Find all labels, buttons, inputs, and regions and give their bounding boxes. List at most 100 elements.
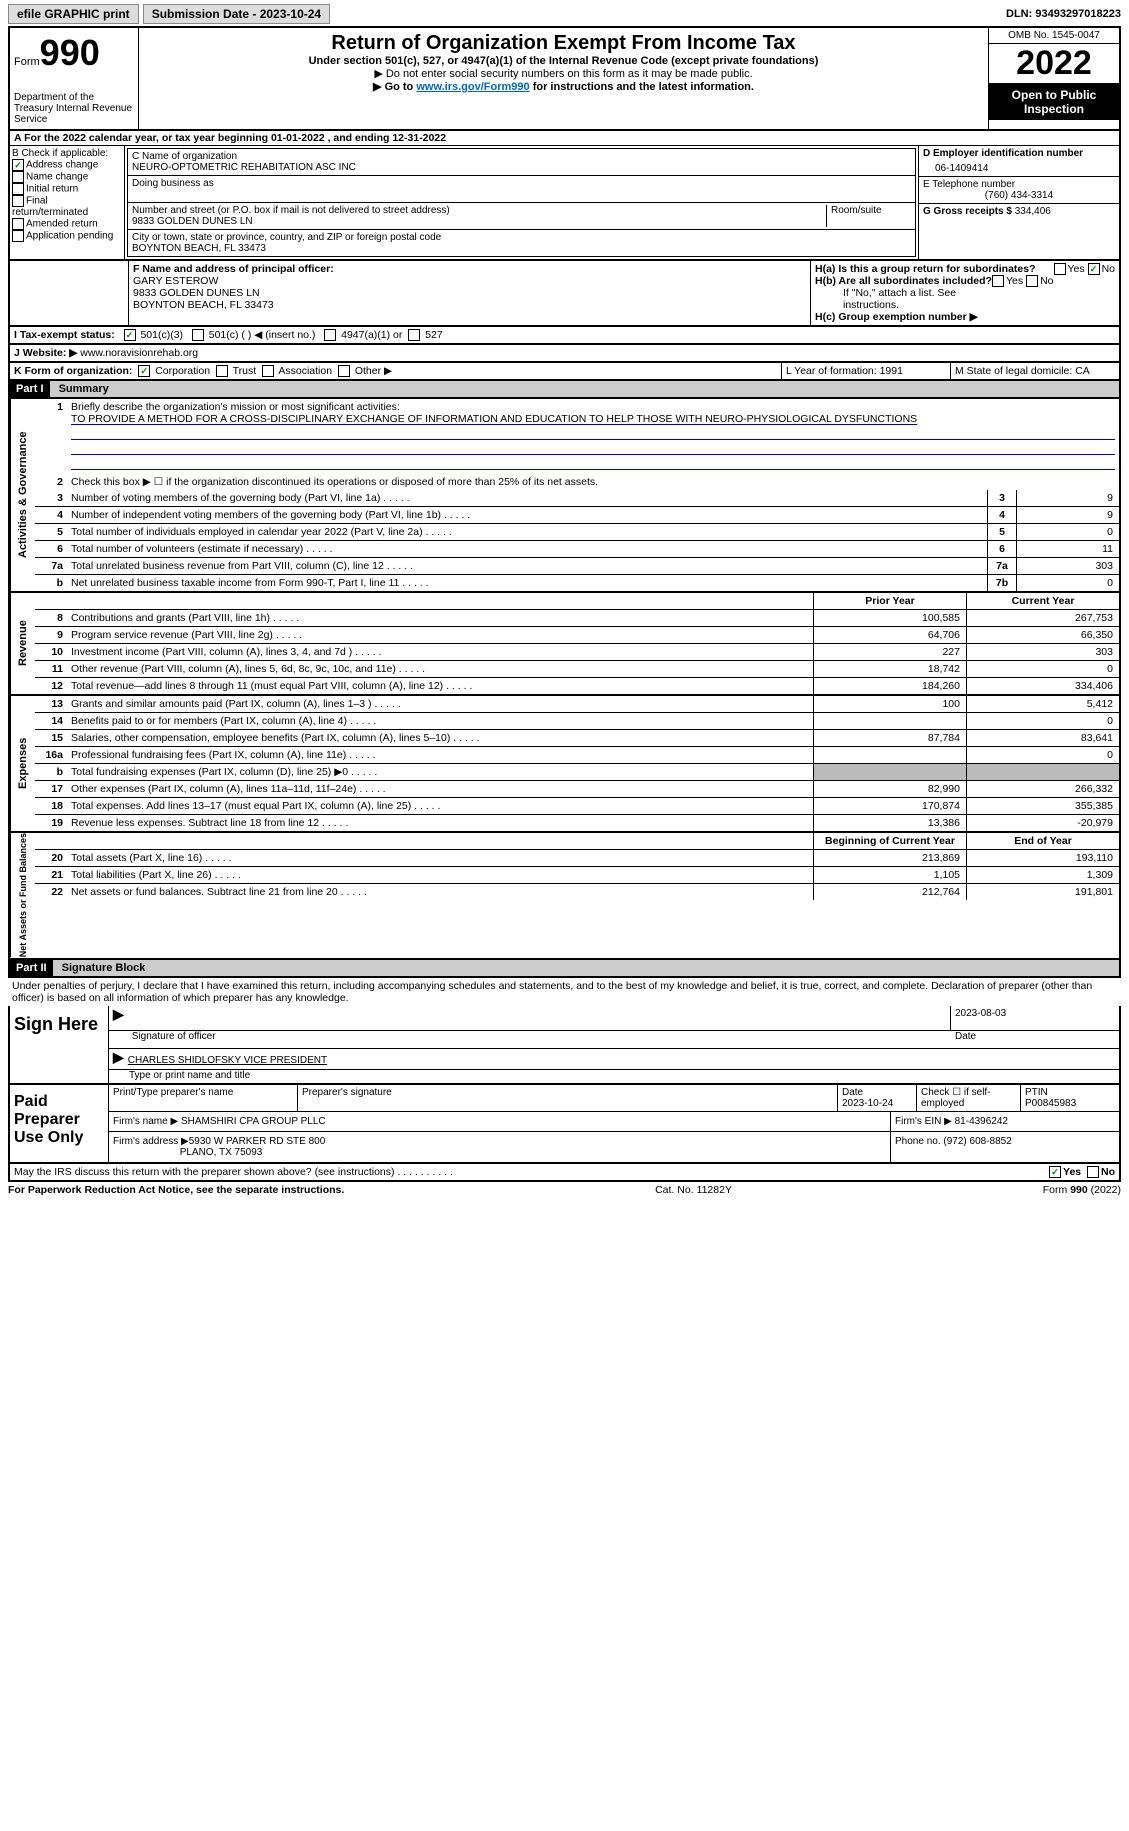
table-row: 17 Other expenses (Part IX, column (A), …: [35, 781, 1119, 798]
mission-text: TO PROVIDE A METHOD FOR A CROSS-DISCIPLI…: [71, 413, 917, 425]
form-word: Form: [14, 56, 40, 68]
year-formation: L Year of formation: 1991: [781, 363, 950, 379]
sig-officer-label: Signature of officer: [128, 1031, 951, 1048]
sub3-pre: ▶ Go to: [373, 81, 416, 93]
initial-return-checkbox[interactable]: [12, 183, 24, 195]
table-row: 6 Total number of volunteers (estimate i…: [35, 541, 1119, 558]
end-header: End of Year: [966, 833, 1119, 849]
ein-value: 06-1409414: [923, 159, 1115, 174]
table-row: 14 Benefits paid to or for members (Part…: [35, 713, 1119, 730]
phone-label: E Telephone number: [923, 179, 1115, 190]
row-j: J Website: ▶ www.noravisionrehab.org: [8, 345, 1121, 363]
paid-preparer-section: Paid Preparer Use Only Print/Type prepar…: [8, 1085, 1121, 1164]
h-note: If "No," attach a list. See instructions…: [815, 287, 1115, 311]
table-row: 3 Number of voting members of the govern…: [35, 490, 1119, 507]
omb-number: OMB No. 1545-0047: [989, 28, 1119, 44]
hb-yes-checkbox[interactable]: [992, 275, 1004, 287]
discuss-no-checkbox[interactable]: [1087, 1166, 1099, 1178]
ein-label: D Employer identification number: [923, 148, 1083, 159]
501c-checkbox[interactable]: [192, 329, 204, 341]
hc-label: H(c) Group exemption number ▶: [815, 311, 978, 323]
ha-yes-checkbox[interactable]: [1054, 263, 1066, 275]
501c3-checkbox[interactable]: [124, 329, 136, 341]
prior-year-header: Prior Year: [813, 593, 966, 609]
top-bar: efile GRAPHIC print Submission Date - 20…: [8, 4, 1121, 28]
beginning-header: Beginning of Current Year: [813, 833, 966, 849]
part-2-header: Part II Signature Block: [8, 960, 1121, 978]
table-row: 9 Program service revenue (Part VIII, li…: [35, 627, 1119, 644]
discuss-yes-checkbox[interactable]: [1049, 1166, 1061, 1178]
firm-addr1: 5930 W PARKER RD STE 800: [189, 1136, 326, 1147]
dln-label: DLN: 93493297018223: [1006, 8, 1121, 20]
revenue-table: Revenue Prior Year Current Year 8 Contri…: [8, 593, 1121, 696]
discuss-row: May the IRS discuss this return with the…: [8, 1164, 1121, 1182]
pending-checkbox[interactable]: [12, 230, 24, 242]
footer-right: Form 990 (2022): [1043, 1184, 1121, 1196]
officer-name: GARY ESTEROW: [133, 275, 218, 287]
arrow-icon: ▶: [109, 1049, 128, 1069]
self-employed-label: Check ☐ if self-employed: [917, 1085, 1021, 1111]
table-row: 7a Total unrelated business revenue from…: [35, 558, 1119, 575]
table-row: 8 Contributions and grants (Part VIII, l…: [35, 610, 1119, 627]
ha-no-checkbox[interactable]: [1088, 263, 1100, 275]
street-value: 9833 GOLDEN DUNES LN: [132, 216, 826, 227]
row-a-period: A For the 2022 calendar year, or tax yea…: [8, 131, 1121, 146]
trust-checkbox[interactable]: [216, 365, 228, 377]
assoc-checkbox[interactable]: [262, 365, 274, 377]
table-row: 21 Total liabilities (Part X, line 26) 1…: [35, 867, 1119, 884]
final-return-checkbox[interactable]: [12, 195, 24, 207]
efile-button[interactable]: efile GRAPHIC print: [8, 4, 139, 24]
form-title: Return of Organization Exempt From Incom…: [143, 32, 984, 55]
firm-name: SHAMSHIRI CPA GROUP PLLC: [181, 1116, 326, 1127]
firm-ein: 81-4396242: [955, 1116, 1008, 1127]
current-year-header: Current Year: [966, 593, 1119, 609]
4947-checkbox[interactable]: [324, 329, 336, 341]
section-b-g: B Check if applicable: Address change Na…: [8, 146, 1121, 261]
firm-addr2: PLANO, TX 75093: [180, 1147, 263, 1158]
other-checkbox[interactable]: [338, 365, 350, 377]
table-row: 15 Salaries, other compensation, employe…: [35, 730, 1119, 747]
row-i: I Tax-exempt status: 501(c)(3) 501(c) ( …: [8, 327, 1121, 345]
table-row: 22 Net assets or fund balances. Subtract…: [35, 884, 1119, 900]
city-value: BOYNTON BEACH, FL 33473: [132, 243, 911, 254]
preparer-name-label: Print/Type preparer's name: [109, 1085, 298, 1111]
f-label: F Name and address of principal officer:: [133, 263, 334, 275]
table-row: 5 Total number of individuals employed i…: [35, 524, 1119, 541]
net-side-label: Net Assets or Fund Balances: [10, 833, 35, 957]
table-row: 19 Revenue less expenses. Subtract line …: [35, 815, 1119, 831]
officer-signed-name: CHARLES SHIDLOFSKY VICE PRESIDENT: [128, 1049, 1119, 1069]
dba-label: Doing business as: [132, 178, 911, 189]
dept-label: Department of the Treasury Internal Reve…: [14, 92, 134, 125]
officer-addr2: BOYNTON BEACH, FL 33473: [133, 299, 274, 311]
subtitle-1: Under section 501(c), 527, or 4947(a)(1)…: [143, 55, 984, 67]
part-1-header: Part I Summary: [8, 381, 1121, 399]
table-row: b Total fundraising expenses (Part IX, c…: [35, 764, 1119, 781]
form-header: Form990 Department of the Treasury Inter…: [8, 28, 1121, 131]
submission-button[interactable]: Submission Date - 2023-10-24: [143, 4, 330, 24]
sub3-post: for instructions and the latest informat…: [530, 81, 754, 93]
amended-checkbox[interactable]: [12, 218, 24, 230]
address-change-checkbox[interactable]: [12, 159, 24, 171]
table-row: 10 Investment income (Part VIII, column …: [35, 644, 1119, 661]
org-name: NEURO-OPTOMETRIC REHABITATION ASC INC: [132, 162, 911, 173]
arrow-icon: ▶: [109, 1006, 128, 1030]
city-label: City or town, state or province, country…: [132, 232, 911, 243]
corp-checkbox[interactable]: [138, 365, 150, 377]
expenses-table: Expenses 13 Grants and similar amounts p…: [8, 696, 1121, 833]
hb-no-checkbox[interactable]: [1026, 275, 1038, 287]
firm-phone: (972) 608-8852: [943, 1136, 1011, 1147]
form-number: 990: [40, 32, 100, 73]
c-name-label: C Name of organization: [132, 151, 911, 162]
table-row: b Net unrelated business taxable income …: [35, 575, 1119, 591]
sign-here-label: Sign Here: [10, 1006, 109, 1083]
table-row: 4 Number of independent voting members o…: [35, 507, 1119, 524]
name-change-checkbox[interactable]: [12, 171, 24, 183]
instructions-link[interactable]: www.irs.gov/Form990: [416, 81, 529, 93]
527-checkbox[interactable]: [408, 329, 420, 341]
prep-date: 2023-10-24: [842, 1098, 893, 1109]
revenue-side-label: Revenue: [10, 593, 35, 694]
footer-left: For Paperwork Reduction Act Notice, see …: [8, 1184, 344, 1196]
open-inspection: Open to Public Inspection: [989, 84, 1119, 120]
street-label: Number and street (or P.O. box if mail i…: [132, 205, 826, 216]
phone-value: (760) 434-3314: [923, 190, 1115, 201]
